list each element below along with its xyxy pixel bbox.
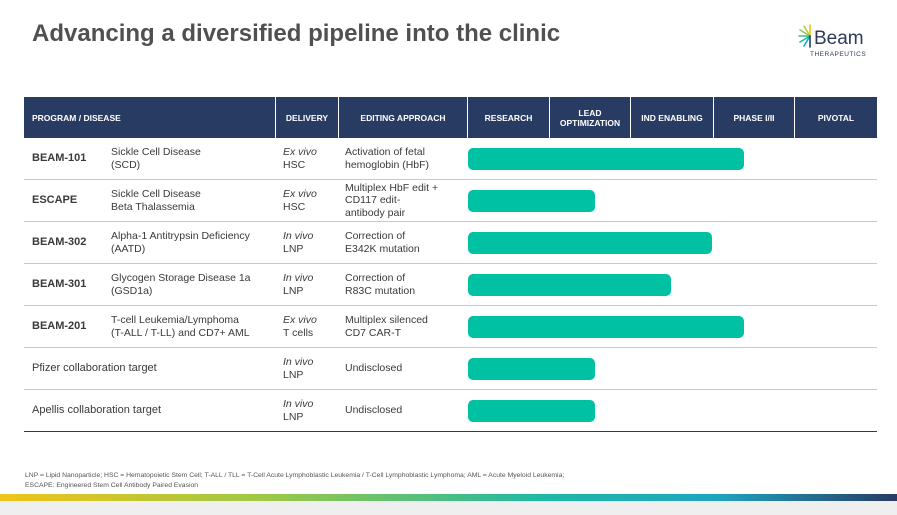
editing-approach: Undisclosed (345, 390, 475, 431)
table-row: ESCAPE Sickle Cell Disease Beta Thalassemi… (24, 180, 877, 222)
progress-bar (468, 147, 745, 170)
header-approach: EDITING APPROACH (360, 112, 446, 123)
program-code: ESCAPE (32, 194, 78, 207)
table-row: Apellis collaboration target In vivo LNP Un… (24, 390, 877, 432)
approach-line: Activation of fetal (345, 146, 425, 158)
header-stage-research: RESEARCH (484, 112, 533, 123)
delivery-vehicle: T cells (283, 326, 314, 339)
approach-line: Correction of (345, 230, 406, 242)
delivery-method: Ex vivo T cells (283, 306, 317, 347)
approach-line: Undisclosed (345, 362, 403, 375)
header-stage-pivotal: PIVOTAL (817, 112, 855, 123)
delivery-method: Ex vivo HSC (283, 138, 317, 179)
approach-line: Correction of (345, 272, 406, 284)
brand-gradient-bar (0, 494, 897, 501)
table-row: BEAM-301 Glycogen Storage Disease 1a (GSD1… (24, 264, 877, 306)
disease-line: Beta Thalassemia (111, 200, 195, 213)
approach-line: E342K mutation (345, 242, 420, 255)
program-code: BEAM-301 (32, 278, 87, 291)
disease-name: Sickle Cell Disease Beta Thalassemia (111, 180, 201, 221)
delivery-vehicle: HSC (283, 158, 306, 171)
disease-line: Glycogen Storage Disease 1a (111, 272, 251, 284)
delivery-method: In vivo LNP (283, 222, 313, 263)
program-code: Pfizer collaboration target (32, 362, 157, 375)
program-code: BEAM-101 (32, 152, 87, 165)
logo-wordmark: Beam (814, 28, 864, 49)
progress-bar (468, 189, 595, 212)
table-row: BEAM-101 Sickle Cell Disease (SCD) Ex vivo H… (24, 138, 877, 180)
approach-line: antibody pair (345, 206, 406, 219)
disease-name: Alpha-1 Antitrypsin Deficiency (AATD) (111, 222, 250, 263)
disease-line: Sickle Cell Disease (111, 188, 201, 200)
delivery-mode: Ex vivo (283, 314, 317, 326)
disease-line: (T-ALL / T-LL) and CD7+ AML (111, 326, 250, 339)
disease-line: (AATD) (111, 242, 146, 255)
disease-line: (SCD) (111, 158, 141, 171)
approach-line: hemoglobin (HbF) (345, 158, 430, 171)
disease-line: (GSD1a) (111, 284, 153, 297)
delivery-mode: In vivo (283, 230, 314, 242)
table-row: BEAM-201 T-cell Leukemia/Lymphoma (T-ALL /… (24, 306, 877, 348)
delivery-vehicle: LNP (283, 410, 304, 423)
program-code: BEAM-201 (32, 320, 87, 333)
footnote: LNP = Lipid Nanoparticle; HSC = Hematopo… (25, 471, 565, 491)
header-delivery: DELIVERY (285, 112, 329, 123)
header-stage-lead-optimization: LEAD OPTIMIZATION (559, 107, 621, 128)
footnote-text: LNP = Lipid Nanoparticle; HSC = Hematopo… (25, 472, 565, 489)
delivery-mode: Ex vivo (283, 146, 317, 158)
editing-approach: Activation of fetal hemoglobin (HbF) (345, 138, 475, 179)
approach-line: Multiplex silenced (345, 314, 428, 326)
logo-subtitle: THERAPEUTICS (810, 51, 867, 58)
page-title: Advancing a diversified pipeline into th… (32, 20, 561, 47)
table-row: Pfizer collaboration target In vivo LNP Und… (24, 348, 877, 390)
progress-bar (468, 273, 671, 296)
header-stage-ind-enabling: IND ENABLING (641, 112, 703, 123)
program-code: Apellis collaboration target (32, 404, 162, 417)
delivery-mode: In vivo (283, 398, 314, 410)
editing-approach: Multiplex HbF edit + CD117 edit-antibody … (345, 180, 475, 221)
delivery-vehicle: LNP (283, 284, 304, 297)
editing-approach: Multiplex silenced CD7 CAR-T (345, 306, 475, 347)
delivery-vehicle: LNP (283, 242, 304, 255)
delivery-mode: In vivo (283, 356, 314, 368)
editing-approach: Correction of E342K mutation (345, 222, 475, 263)
progress-bar (468, 231, 712, 254)
sunburst-icon (798, 24, 811, 48)
progress-bar (468, 399, 595, 422)
disease-name: T-cell Leukemia/Lymphoma (T-ALL / T-LL) a… (111, 306, 250, 347)
delivery-method: In vivo LNP (283, 264, 313, 305)
approach-line: R83C mutation (345, 284, 416, 297)
header-stage-phase: PHASE I/II (733, 112, 775, 123)
editing-approach: Undisclosed (345, 348, 475, 389)
disease-name: Glycogen Storage Disease 1a (GSD1a) (111, 264, 251, 305)
approach-line: CD7 CAR-T (345, 326, 402, 339)
table-header: PROGRAM / DISEASE DELIVERY EDITING APPRO… (24, 97, 877, 138)
disease-name: Sickle Cell Disease (SCD) (111, 138, 201, 179)
disease-line: Sickle Cell Disease (111, 146, 201, 158)
delivery-method: In vivo LNP (283, 348, 313, 389)
progress-bar (468, 357, 595, 380)
approach-line: Undisclosed (345, 404, 403, 417)
editing-approach: Correction of R83C mutation (345, 264, 475, 305)
disease-line: Alpha-1 Antitrypsin Deficiency (111, 230, 250, 242)
disease-line: T-cell Leukemia/Lymphoma (111, 314, 239, 326)
approach-line: CD117 edit- (345, 194, 401, 207)
header-program: PROGRAM / DISEASE (32, 112, 121, 123)
program-code: BEAM-302 (32, 236, 87, 249)
delivery-method: Ex vivo HSC (283, 180, 317, 221)
beam-logo: Beam THERAPEUTICS (798, 22, 878, 62)
table-row: BEAM-302 Alpha-1 Antitrypsin Deficiency (A… (24, 222, 877, 264)
progress-bar (468, 315, 745, 338)
delivery-method: In vivo LNP (283, 390, 313, 431)
approach-line: Multiplex HbF edit + (345, 181, 439, 194)
delivery-mode: In vivo (283, 272, 314, 284)
delivery-vehicle: HSC (283, 200, 306, 213)
delivery-vehicle: LNP (283, 368, 304, 381)
delivery-mode: Ex vivo (283, 188, 317, 200)
bottom-band (0, 501, 897, 515)
